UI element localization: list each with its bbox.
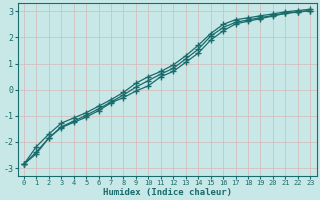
X-axis label: Humidex (Indice chaleur): Humidex (Indice chaleur)	[103, 188, 232, 197]
